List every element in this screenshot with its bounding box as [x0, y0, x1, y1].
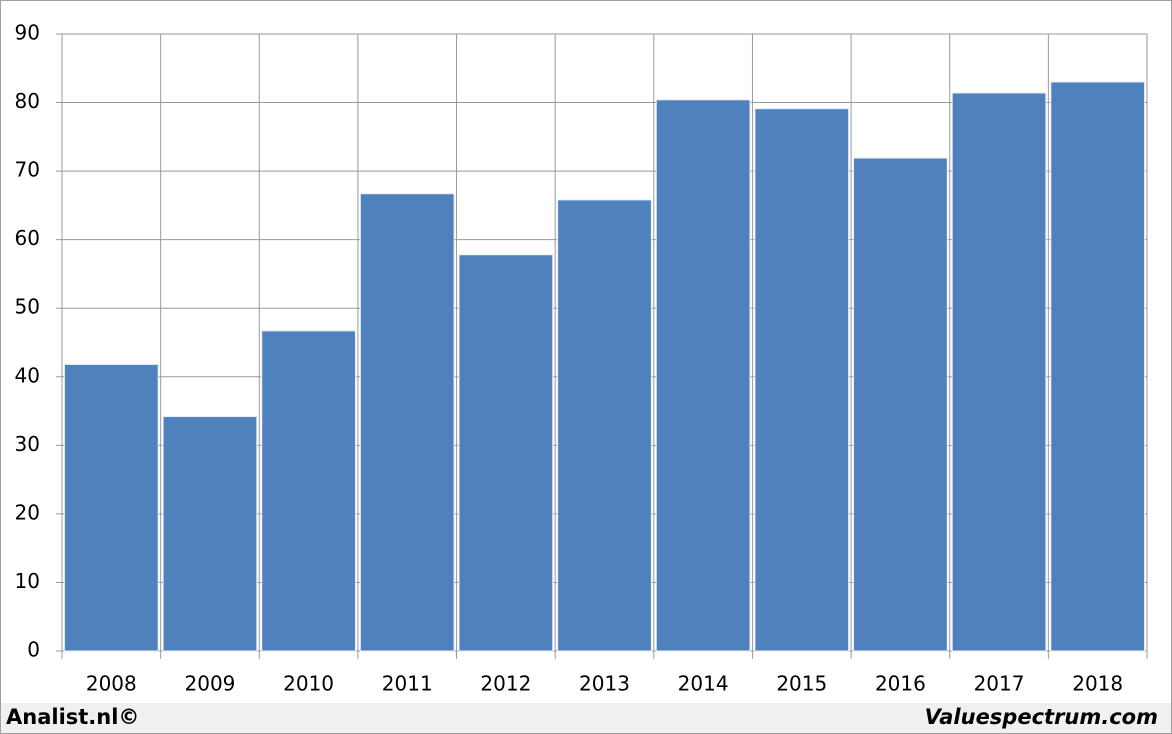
- y-tick-label: 40: [15, 363, 40, 387]
- y-tick-label: 20: [15, 500, 40, 524]
- y-tick-label: 50: [15, 295, 40, 319]
- x-tick-label: 2014: [678, 672, 729, 696]
- x-tick-label: 2017: [974, 672, 1025, 696]
- x-tick-label: 2009: [185, 672, 236, 696]
- bar: [162, 416, 258, 652]
- x-tick-label: 2015: [776, 672, 827, 696]
- bar: [853, 157, 948, 652]
- bar: [655, 99, 751, 652]
- y-tick-label: 10: [15, 569, 40, 593]
- y-tick-label: 80: [15, 89, 40, 113]
- x-tick-label: 2011: [382, 672, 433, 696]
- y-tick-label: 70: [15, 158, 40, 182]
- x-tick-label: 2008: [86, 672, 137, 696]
- bar: [951, 92, 1047, 652]
- y-tick-label: 60: [15, 226, 40, 250]
- y-tick-label: 0: [27, 638, 40, 662]
- bar: [458, 254, 554, 652]
- x-tick-label: 2013: [579, 672, 630, 696]
- x-tick-label: 2016: [875, 672, 926, 696]
- y-tick-label: 30: [15, 432, 40, 456]
- y-tick-label: 90: [15, 21, 40, 45]
- bar: [63, 363, 159, 652]
- bar: [754, 108, 850, 652]
- bar: [557, 199, 652, 652]
- bar: [261, 330, 356, 652]
- footer-left: Analist.nl©: [6, 705, 139, 729]
- x-tick-label: 2012: [480, 672, 531, 696]
- footer-right: Valuespectrum.com: [925, 705, 1158, 729]
- bar: [359, 193, 455, 652]
- x-tick-label: 2010: [283, 672, 334, 696]
- footer-band: [1, 703, 1171, 733]
- bar: [1050, 81, 1146, 652]
- x-tick-label: 2018: [1072, 672, 1123, 696]
